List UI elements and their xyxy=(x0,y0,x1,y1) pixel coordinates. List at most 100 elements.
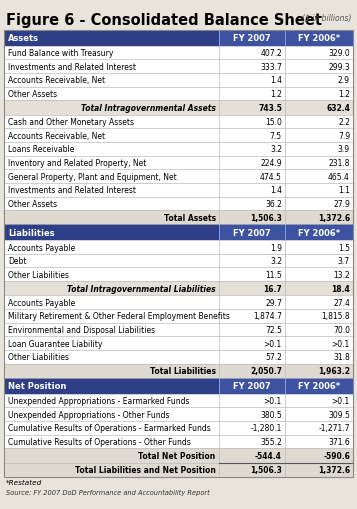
Text: 355.2: 355.2 xyxy=(260,437,282,446)
Text: Unexpended Appropriations - Earmarked Funds: Unexpended Appropriations - Earmarked Fu… xyxy=(8,397,190,405)
Bar xyxy=(4,184,353,197)
Text: 1.4: 1.4 xyxy=(270,186,282,195)
Text: ($ in billions): ($ in billions) xyxy=(302,13,351,22)
Text: Accounts Receivable, Net: Accounts Receivable, Net xyxy=(8,76,105,85)
Text: Inventory and Related Property, Net: Inventory and Related Property, Net xyxy=(8,159,146,167)
Text: Loan Guarantee Liability: Loan Guarantee Liability xyxy=(8,339,102,348)
Text: Accounts Receivable, Net: Accounts Receivable, Net xyxy=(8,131,105,140)
Text: Total Net Position: Total Net Position xyxy=(139,451,216,460)
Bar xyxy=(4,364,353,378)
Text: Net Position: Net Position xyxy=(8,382,66,390)
Text: Other Assets: Other Assets xyxy=(8,200,57,208)
Text: -590.6: -590.6 xyxy=(323,451,350,460)
Bar xyxy=(4,378,353,394)
Text: 371.6: 371.6 xyxy=(328,437,350,446)
Text: Cash and Other Monetary Assets: Cash and Other Monetary Assets xyxy=(8,118,134,127)
Text: 309.5: 309.5 xyxy=(328,410,350,419)
Bar xyxy=(4,309,353,323)
Bar xyxy=(4,241,353,254)
Text: 2.2: 2.2 xyxy=(338,118,350,127)
Bar xyxy=(4,88,353,101)
Text: FY 2006*: FY 2006* xyxy=(298,34,340,43)
Text: 3.2: 3.2 xyxy=(270,145,282,154)
Bar xyxy=(218,378,285,394)
Bar xyxy=(4,31,353,477)
Text: 465.4: 465.4 xyxy=(328,172,350,181)
Bar xyxy=(4,421,353,435)
Text: Total Assets: Total Assets xyxy=(164,213,216,222)
Text: >0.1: >0.1 xyxy=(264,339,282,348)
Bar xyxy=(4,116,353,129)
Text: 231.8: 231.8 xyxy=(328,159,350,167)
Text: 407.2: 407.2 xyxy=(260,49,282,58)
Bar xyxy=(4,337,353,350)
Text: Investments and Related Interest: Investments and Related Interest xyxy=(8,186,136,195)
Text: *Restated: *Restated xyxy=(6,479,42,485)
Text: Other Liabilities: Other Liabilities xyxy=(8,270,69,279)
Text: FY 2007: FY 2007 xyxy=(233,229,271,237)
Text: 632.4: 632.4 xyxy=(326,104,350,112)
Text: 36.2: 36.2 xyxy=(265,200,282,208)
Text: FY 2007: FY 2007 xyxy=(233,382,271,390)
Text: 70.0: 70.0 xyxy=(333,325,350,334)
Text: Liabilities: Liabilities xyxy=(8,229,55,237)
Bar xyxy=(4,31,353,47)
Text: 333.7: 333.7 xyxy=(260,63,282,72)
Bar xyxy=(4,254,353,268)
Text: 7.9: 7.9 xyxy=(338,131,350,140)
Text: 3.2: 3.2 xyxy=(270,257,282,266)
Bar xyxy=(285,31,353,47)
Bar xyxy=(4,197,353,211)
Text: 27.9: 27.9 xyxy=(333,200,350,208)
Text: 743.5: 743.5 xyxy=(258,104,282,112)
Text: 1,874.7: 1,874.7 xyxy=(253,312,282,321)
Text: Assets: Assets xyxy=(8,34,39,43)
Text: Cumulative Results of Operations - Other Funds: Cumulative Results of Operations - Other… xyxy=(8,437,191,446)
Text: 29.7: 29.7 xyxy=(265,298,282,307)
Text: 27.4: 27.4 xyxy=(333,298,350,307)
Text: 1.5: 1.5 xyxy=(338,243,350,252)
Text: 1,372.6: 1,372.6 xyxy=(318,213,350,222)
Text: Figure 6 - Consolidated Balance Sheet: Figure 6 - Consolidated Balance Sheet xyxy=(6,13,322,28)
Text: 31.8: 31.8 xyxy=(333,353,350,362)
Text: 1,506.3: 1,506.3 xyxy=(250,465,282,474)
Bar xyxy=(4,47,353,60)
Text: Cumulative Results of Operations - Earmarked Funds: Cumulative Results of Operations - Earma… xyxy=(8,423,211,433)
Text: Debt: Debt xyxy=(8,257,26,266)
Text: 3.9: 3.9 xyxy=(338,145,350,154)
Text: Unexpended Appropriations - Other Funds: Unexpended Appropriations - Other Funds xyxy=(8,410,170,419)
Text: 72.5: 72.5 xyxy=(265,325,282,334)
Bar xyxy=(285,225,353,241)
Text: Other Assets: Other Assets xyxy=(8,90,57,99)
Bar xyxy=(4,74,353,88)
Text: 380.5: 380.5 xyxy=(260,410,282,419)
Text: 1.2: 1.2 xyxy=(270,90,282,99)
Text: Total Liabilities: Total Liabilities xyxy=(150,366,216,376)
Text: FY 2006*: FY 2006* xyxy=(298,229,340,237)
Text: Total Intragovernmental Liabilities: Total Intragovernmental Liabilities xyxy=(67,284,216,293)
Bar xyxy=(218,225,285,241)
Text: General Property, Plant and Equipment, Net: General Property, Plant and Equipment, N… xyxy=(8,172,177,181)
Text: >0.1: >0.1 xyxy=(332,397,350,405)
Text: 16.7: 16.7 xyxy=(263,284,282,293)
Text: Loans Receivable: Loans Receivable xyxy=(8,145,74,154)
Text: 224.9: 224.9 xyxy=(260,159,282,167)
Text: 1.4: 1.4 xyxy=(270,76,282,85)
Text: 7.5: 7.5 xyxy=(270,131,282,140)
Text: 1,963.2: 1,963.2 xyxy=(318,366,350,376)
Bar xyxy=(4,350,353,364)
Text: 1.9: 1.9 xyxy=(270,243,282,252)
Text: 18.4: 18.4 xyxy=(331,284,350,293)
Text: Military Retirement & Other Federal Employment Benefits: Military Retirement & Other Federal Empl… xyxy=(8,312,230,321)
Text: 11.5: 11.5 xyxy=(265,270,282,279)
Text: Fund Balance with Treasury: Fund Balance with Treasury xyxy=(8,49,114,58)
Bar xyxy=(4,408,353,421)
Bar xyxy=(4,463,353,477)
Text: FY 2007: FY 2007 xyxy=(233,34,271,43)
Text: 2.9: 2.9 xyxy=(338,76,350,85)
Bar xyxy=(4,31,353,477)
Text: 1,815.8: 1,815.8 xyxy=(321,312,350,321)
Bar xyxy=(4,129,353,143)
Bar xyxy=(4,435,353,448)
Text: Other Liabilities: Other Liabilities xyxy=(8,353,69,362)
